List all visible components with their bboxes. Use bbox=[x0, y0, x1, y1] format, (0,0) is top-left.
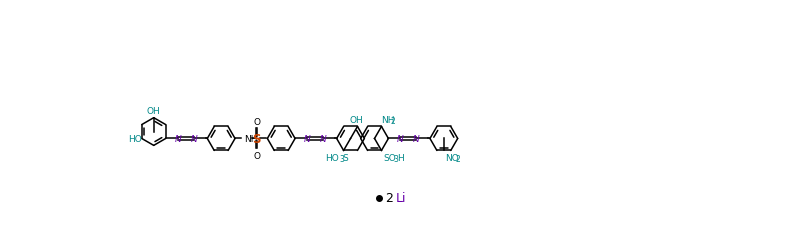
Text: N: N bbox=[190, 134, 197, 143]
Text: OH: OH bbox=[349, 116, 363, 125]
Text: NH: NH bbox=[382, 116, 395, 125]
Text: 2: 2 bbox=[385, 192, 393, 204]
Text: H: H bbox=[397, 153, 404, 162]
Text: NO: NO bbox=[445, 153, 460, 162]
Text: S: S bbox=[342, 153, 347, 162]
Text: O: O bbox=[253, 151, 260, 160]
Text: Li: Li bbox=[395, 192, 406, 204]
Text: OH: OH bbox=[147, 107, 161, 116]
Text: SO: SO bbox=[383, 153, 396, 162]
Text: NH: NH bbox=[244, 134, 258, 143]
Text: HO: HO bbox=[325, 153, 339, 162]
Text: 3: 3 bbox=[339, 155, 344, 164]
Text: N: N bbox=[174, 134, 181, 143]
Text: O: O bbox=[253, 118, 260, 127]
Text: 2: 2 bbox=[456, 155, 460, 164]
Text: 2: 2 bbox=[390, 116, 395, 126]
Text: N: N bbox=[320, 134, 327, 143]
Text: S: S bbox=[252, 132, 261, 145]
Text: N: N bbox=[397, 134, 404, 143]
Text: N: N bbox=[413, 134, 420, 143]
Text: HO: HO bbox=[128, 134, 142, 143]
Text: N: N bbox=[304, 134, 311, 143]
Text: 3: 3 bbox=[394, 155, 398, 164]
